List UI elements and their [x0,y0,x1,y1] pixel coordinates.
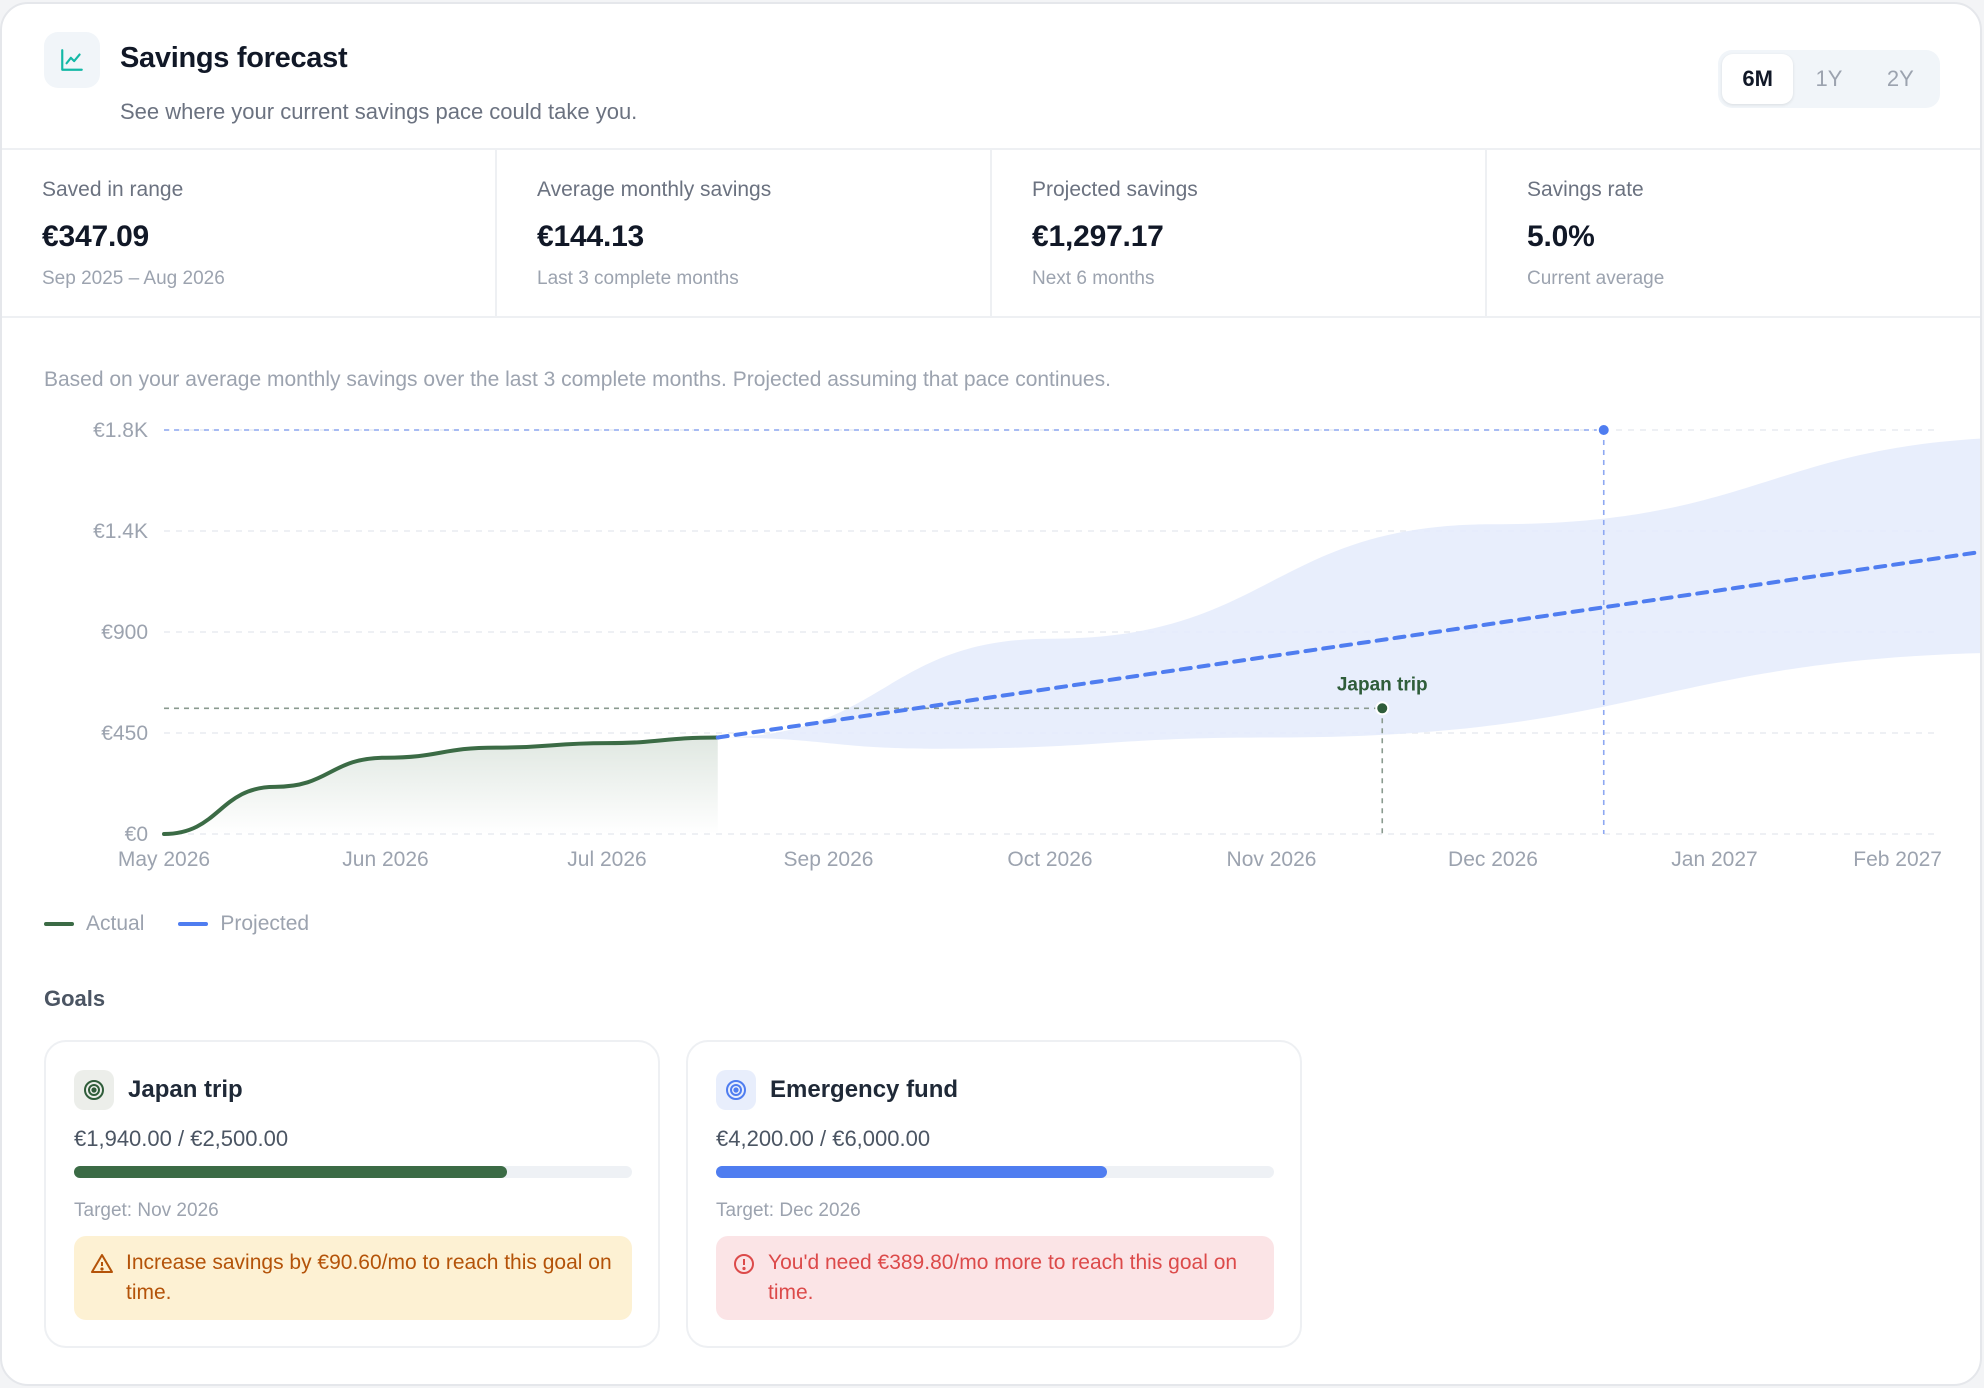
legend-label: Actual [86,912,145,935]
stat-value: €347.09 [42,220,150,253]
actual-series-line [162,735,720,836]
stat-label: Average monthly savings [537,178,772,201]
y-tick-label: €450 [101,722,148,745]
x-tick-label: Jun 2026 [342,848,428,871]
goal-progress-fill [716,1166,1107,1178]
y-tick-label: €1.4K [93,520,148,543]
goal-amount: €4,200.00 / €6,000.00 [716,1126,931,1151]
y-tick-label: €1.8K [93,419,148,442]
goal-amount: €1,940.00 / €2,500.00 [74,1126,289,1151]
x-tick-label: Dec 2026 [1448,848,1538,871]
goal-card-emergency-fund[interactable]: Emergency fund €4,200.00 / €6,000.00 Tar… [686,1040,1302,1348]
stats-row: Saved in range €347.09 Sep 2025 – Aug 20… [2,150,1980,318]
y-tick-label: €900 [101,621,148,644]
goal-alert-text: You'd need €389.80/mo more to reach this… [768,1251,1238,1304]
x-tick-label: Jan 2027 [1671,848,1757,871]
stat-sub: Sep 2025 – Aug 2026 [42,268,225,289]
goal-progress-bar [74,1166,632,1178]
target-icon [74,1070,114,1110]
target-icon [716,1070,756,1110]
goal-target: Target: Nov 2026 [74,1200,219,1221]
warning-icon [90,1252,114,1285]
goal-alert-danger: You'd need €389.80/mo more to reach this… [716,1236,1274,1320]
x-tick-label: May 2026 [118,848,210,871]
goal-target: Target: Dec 2026 [716,1200,861,1221]
x-tick-label: Sep 2026 [784,848,874,871]
range-toggle: 6M 1Y 2Y [1718,50,1940,108]
stat-value: €144.13 [537,220,645,253]
actual-area [164,737,718,834]
stat-saved-in-range: Saved in range €347.09 Sep 2025 – Aug 20… [2,150,497,316]
chart-legend: Actual Projected [44,912,309,936]
goal-marker-label: Japan trip [1337,674,1428,695]
page-title: Savings forecast [120,42,348,74]
goal-alert-warning: Increase savings by €90.60/mo to reach t… [74,1236,632,1320]
x-tick-label: Feb 2027 [1853,848,1942,871]
stat-label: Savings rate [1527,178,1644,201]
stat-sub: Last 3 complete months [537,268,739,289]
x-tick-label: Oct 2026 [1007,848,1092,871]
header: Savings forecast See where your current … [2,4,1980,150]
projected-series-line [715,550,1980,740]
goal-progress-bar [716,1166,1274,1178]
stat-label: Projected savings [1032,178,1198,201]
chart-note: Based on your average monthly savings ov… [44,368,1111,391]
goal-marker-dot [1596,423,1611,437]
stat-value: 5.0% [1527,220,1595,253]
range-1y-button[interactable]: 1Y [1815,66,1843,91]
line-chart-icon [44,32,100,88]
alert-circle-icon [732,1252,756,1285]
goal-progress-fill [74,1166,507,1178]
goal-name: Emergency fund [770,1076,959,1103]
stat-sub: Current average [1527,268,1665,289]
x-tick-label: Jul 2026 [567,848,646,871]
goal-name: Japan trip [128,1076,243,1103]
page-subtitle: See where your current savings pace coul… [120,99,638,124]
stat-value: €1,297.17 [1032,220,1164,253]
projection-band [717,438,1980,749]
legend-item-projected[interactable]: Projected [178,912,309,936]
goals-heading: Goals [44,986,106,1011]
y-tick-label: €0 [125,823,148,846]
stat-label: Saved in range [42,178,184,201]
goal-alert-text: Increase savings by €90.60/mo to reach t… [126,1251,612,1304]
legend-swatch [178,922,209,926]
stat-savings-rate: Savings rate 5.0% Current average [1487,150,1980,316]
stat-sub: Next 6 months [1032,268,1155,289]
goal-card-japan-trip[interactable]: Japan trip €1,940.00 / €2,500.00 Target:… [44,1040,660,1348]
stat-projected-savings: Projected savings €1,297.17 Next 6 month… [992,150,1487,316]
range-6m-button[interactable]: 6M [1722,54,1794,104]
stat-average-monthly: Average monthly savings €144.13 Last 3 c… [497,150,992,316]
range-2y-button[interactable]: 2Y [1886,66,1914,91]
goal-marker-dot [1375,701,1390,716]
forecast-chart: Japan trip €0 €450 €900 €1.4K €1.8K May 2026 J… [93,419,1980,871]
legend-swatch [44,922,74,926]
x-tick-label: Nov 2026 [1227,848,1317,871]
legend-item-actual[interactable]: Actual [44,912,144,936]
legend-label: Projected [220,912,310,935]
